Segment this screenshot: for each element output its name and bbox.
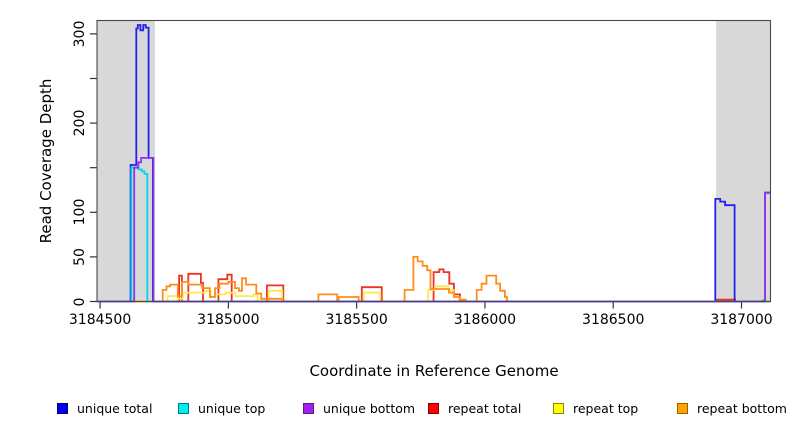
legend-label: unique total xyxy=(77,400,153,416)
series-line-repeat-bottom xyxy=(97,255,771,303)
x-tick-label: 3185000 xyxy=(197,312,260,328)
legend-item-repeat-bottom: repeat bottom xyxy=(677,398,787,418)
legend-swatch-icon xyxy=(428,402,439,414)
legend-item-repeat-top: repeat top xyxy=(553,398,638,418)
legend-item-unique-top: unique top xyxy=(178,398,265,418)
legend: unique total unique top unique bottom repea… xyxy=(0,398,792,422)
y-tick-label: 0 xyxy=(72,297,88,306)
x-tick-label: 3184500 xyxy=(68,312,132,328)
series-line-unique-bottom xyxy=(97,157,771,303)
plot-box xyxy=(96,19,772,303)
legend-swatch-icon xyxy=(303,402,314,414)
x-tick-label: 3186000 xyxy=(453,312,517,328)
series-line-unique-top xyxy=(97,166,771,303)
legend-swatch-icon xyxy=(553,402,564,414)
masked-region-shade xyxy=(716,20,771,302)
legend-item-unique-total: unique total xyxy=(57,398,152,418)
legend-swatch-icon xyxy=(178,402,189,414)
masked-region-shade xyxy=(97,20,155,302)
legend-swatch-icon xyxy=(677,402,688,414)
series-line-repeat-top xyxy=(97,285,771,303)
x-tick-label: 3187000 xyxy=(710,312,773,328)
y-tick-label: 300 xyxy=(72,20,88,48)
x-tick-label: 3186500 xyxy=(582,312,645,328)
legend-label: repeat top xyxy=(573,400,639,416)
legend-label: unique top xyxy=(198,400,266,416)
legend-item-unique-bottom: unique bottom xyxy=(303,398,415,418)
legend-label: unique bottom xyxy=(323,400,416,416)
series-line-unique-total xyxy=(97,24,771,303)
x-tick-label: 3185500 xyxy=(325,312,388,328)
y-tick-label: 50 xyxy=(72,247,88,266)
legend-label: repeat bottom xyxy=(697,400,787,416)
y-axis-title: Read Coverage Depth xyxy=(37,78,55,244)
legend-swatch-icon xyxy=(57,402,68,414)
x-axis-title: Coordinate in Reference Genome xyxy=(309,362,559,380)
y-tick-label: 200 xyxy=(72,109,88,137)
legend-item-repeat-total: repeat total xyxy=(428,398,521,418)
y-tick-label: 100 xyxy=(72,198,88,226)
legend-label: repeat total xyxy=(448,400,522,416)
